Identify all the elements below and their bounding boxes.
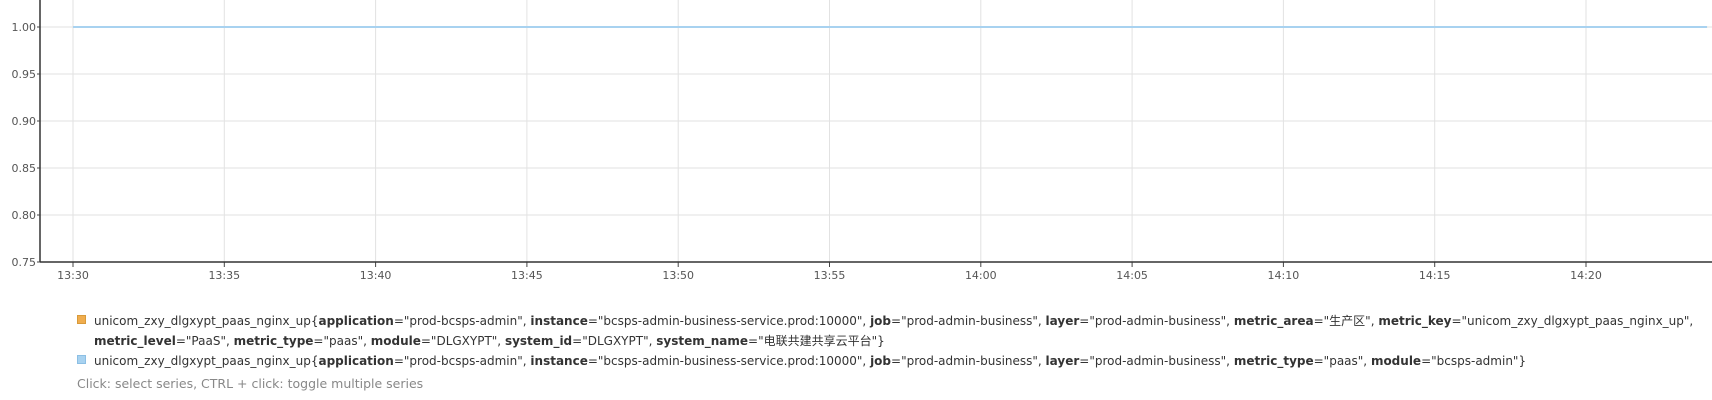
legend-brace: } (1518, 354, 1527, 368)
graph-area[interactable]: 0.75 0.80 0.85 0.90 0.95 1.00 13:30 13:35 13:40… (0, 0, 1712, 290)
x-tick-label: 14:10 (1268, 269, 1300, 282)
legend-label-key: application (318, 354, 394, 368)
legend-label-key: metric_area (1233, 314, 1314, 328)
legend-item-2[interactable]: unicom_zxy_dlgxypt_paas_nginx_up{applica… (77, 351, 1697, 371)
y-tick-label: 0.95 (12, 68, 37, 81)
legend-label-value: ="bcsps-admin-business-service.prod:1000… (587, 314, 871, 328)
legend-label-value: ="PaaS", (175, 334, 234, 348)
legend-label-key: job (870, 314, 892, 328)
y-tick-label: 0.75 (12, 256, 37, 269)
y-tick-label: 0.80 (12, 209, 37, 222)
legend-metric-name: unicom_zxy_dlgxypt_paas_nginx_up{ (94, 354, 319, 368)
legend-brace: } (877, 334, 885, 348)
legend-label-value: ="prod-bcsps-admin", (393, 354, 531, 368)
legend-label-value: ="生产区", (1313, 314, 1379, 328)
legend-metric-name: unicom_zxy_dlgxypt_paas_nginx_up{ (94, 314, 319, 328)
legend-swatch (77, 355, 86, 364)
legend-label-value: ="paas", (313, 334, 371, 348)
axes (37, 0, 1712, 267)
legend-item-1[interactable]: unicom_zxy_dlgxypt_paas_nginx_up{applica… (77, 311, 1697, 351)
x-tick-label: 13:50 (662, 269, 694, 282)
legend-label-key: layer (1045, 314, 1080, 328)
x-tick-label: 14:20 (1570, 269, 1602, 282)
x-tick-label: 13:55 (814, 269, 846, 282)
x-tick-label: 14:00 (965, 269, 997, 282)
y-tick-label: 1.00 (12, 21, 37, 34)
x-tick-label: 13:40 (360, 269, 392, 282)
x-tick-label: 13:30 (57, 269, 89, 282)
legend-label-key: module (370, 334, 421, 348)
y-tick-label: 0.85 (12, 162, 37, 175)
legend-items: unicom_zxy_dlgxypt_paas_nginx_up{applica… (77, 311, 1697, 371)
legend-label-value: ="DLGXYPT", (420, 334, 505, 348)
line-chart[interactable]: 0.75 0.80 0.85 0.90 0.95 1.00 13:30 13:35 13:40… (0, 0, 1712, 290)
legend-label-key: module (1370, 354, 1422, 368)
legend-label-key: metric_key (1378, 314, 1452, 328)
legend-label-value: ="电联共建共享云平台" (748, 334, 878, 348)
legend-label-key: system_name (656, 334, 749, 348)
y-axis-ticks: 0.75 0.80 0.85 0.90 0.95 1.00 (12, 21, 37, 269)
legend-label-key: metric_type (233, 334, 314, 348)
legend-label-key: job (870, 354, 892, 368)
legend-label-key: instance (530, 354, 588, 368)
legend-hint: Click: select series, CTRL + click: togg… (77, 376, 424, 391)
legend-label-value: ="prod-admin-business", (891, 354, 1046, 368)
x-axis-ticks: 13:30 13:35 13:40 13:45 13:50 13:55 14:00 14:05… (57, 269, 1602, 282)
legend-label-key: metric_type (1233, 354, 1314, 368)
legend-label-key: metric_level (94, 334, 176, 348)
legend-label-key: layer (1045, 354, 1080, 368)
x-tick-label: 13:45 (511, 269, 543, 282)
grid (40, 0, 1712, 262)
legend-label-key: application (318, 314, 394, 328)
legend-label-value: ="prod-admin-business", (891, 314, 1046, 328)
legend-label-value: ="bcsps-admin-business-service.prod:1000… (587, 354, 871, 368)
legend-label-value: ="prod-admin-business", (1079, 354, 1234, 368)
legend-label-value: ="prod-admin-business", (1079, 314, 1234, 328)
x-tick-label: 13:35 (208, 269, 240, 282)
x-tick-label: 14:15 (1419, 269, 1451, 282)
legend-label-value: ="paas", (1313, 354, 1371, 368)
y-tick-label: 0.90 (12, 115, 37, 128)
legend: unicom_zxy_dlgxypt_paas_nginx_up{applica… (77, 311, 1697, 394)
legend-label-key: system_id (504, 334, 573, 348)
legend-label-value: ="bcsps-admin" (1421, 354, 1519, 368)
legend-swatch (77, 315, 86, 324)
legend-label-value: ="DLGXYPT", (572, 334, 657, 348)
legend-label-key: instance (530, 314, 588, 328)
x-tick-label: 14:05 (1116, 269, 1148, 282)
legend-label-value: ="unicom_zxy_dlgxypt_paas_nginx_up", (1451, 314, 1694, 328)
legend-label-value: ="prod-bcsps-admin", (393, 314, 531, 328)
